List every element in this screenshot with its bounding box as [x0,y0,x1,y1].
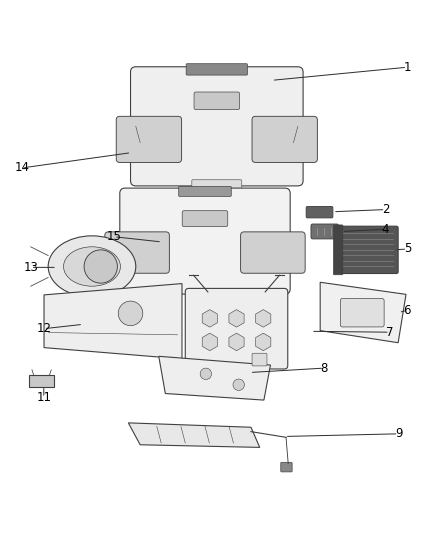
Text: 14: 14 [14,161,29,174]
FancyBboxPatch shape [194,92,240,110]
FancyBboxPatch shape [252,116,318,163]
FancyBboxPatch shape [120,188,290,294]
Polygon shape [29,375,54,387]
FancyBboxPatch shape [306,206,333,218]
Ellipse shape [64,247,120,286]
Text: 12: 12 [36,322,51,335]
FancyBboxPatch shape [185,288,288,369]
FancyBboxPatch shape [240,232,305,273]
FancyBboxPatch shape [116,116,182,163]
Text: 15: 15 [106,230,121,243]
FancyBboxPatch shape [281,462,292,472]
Text: 1: 1 [403,61,411,74]
FancyBboxPatch shape [179,187,231,197]
Circle shape [200,368,212,379]
FancyBboxPatch shape [186,64,247,75]
FancyBboxPatch shape [333,225,343,275]
Ellipse shape [48,236,136,297]
Polygon shape [159,356,270,400]
Text: 8: 8 [321,361,328,375]
FancyBboxPatch shape [105,232,170,273]
Polygon shape [320,282,406,343]
Circle shape [84,250,117,283]
Text: 7: 7 [386,326,394,338]
Polygon shape [44,284,182,359]
Circle shape [118,301,143,326]
Text: 11: 11 [36,391,51,405]
Text: 13: 13 [23,261,38,274]
Circle shape [233,379,244,391]
Text: 6: 6 [403,304,411,317]
FancyBboxPatch shape [192,180,242,191]
Text: 9: 9 [395,427,403,440]
Polygon shape [128,423,260,447]
FancyBboxPatch shape [131,67,303,186]
Text: 4: 4 [381,223,389,236]
FancyBboxPatch shape [338,226,398,273]
Text: 5: 5 [404,243,411,255]
FancyBboxPatch shape [311,224,339,239]
Text: 2: 2 [381,203,389,216]
FancyBboxPatch shape [182,211,228,227]
FancyBboxPatch shape [252,353,267,366]
FancyBboxPatch shape [340,298,384,327]
